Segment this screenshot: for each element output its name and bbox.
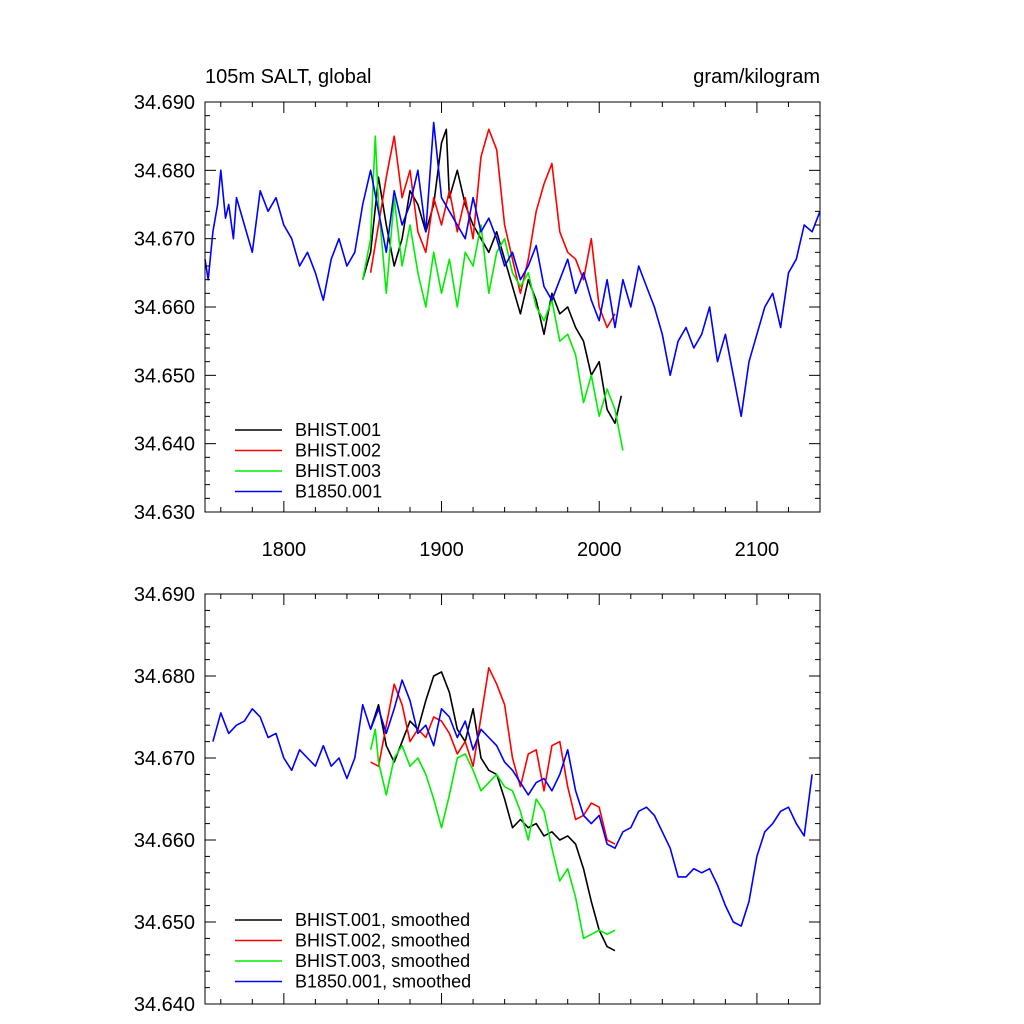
top-y-tick-label: 34.650 [134,365,195,387]
top-x-tick-label: 1900 [419,539,464,561]
top-series-bhist-002 [369,128,616,329]
bot-legend-label: BHIST.001, smoothed [295,910,470,930]
top-series-bhist-001 [361,128,623,425]
bot-legend-label: BHIST.002, smoothed [295,931,470,951]
bot-series-bhist-002-smoothed [370,666,616,845]
bot-legend-label: B1850.001, smoothed [295,972,471,992]
bot-y-tick-label: 34.650 [134,912,195,934]
bot-series-bhist-001-smoothed [369,671,616,952]
bot-y-tick-label: 34.660 [134,830,195,852]
top-x-tick-label: 2000 [577,539,622,561]
top-y-tick-label: 34.690 [134,92,195,114]
chart-title-left: 105m SALT, global [205,66,371,88]
top-legend-label: BHIST.002 [295,441,381,461]
bot-series-bhist-003-smoothed [369,728,616,940]
chart-title-units: gram/kilogram [693,66,820,88]
top-axes: 34.630 34.640 34.650 34.660 34.670 34.680 34.6… [134,92,821,561]
top-x-tick-label: 2100 [735,539,780,561]
bot-series-b1850-001-smoothed [212,679,813,927]
top-chart-panel: 105m SALT, global gram/kilogram 34.63034… [134,66,821,561]
top-y-tick-label: 34.640 [134,434,195,456]
top-legend-label: BHIST.003 [295,461,381,481]
bot-y-tick-label: 34.680 [134,666,195,688]
top-series-group [204,121,821,451]
top-series-b1850-001 [204,121,821,418]
top-legend-label: B1850.001 [295,482,382,502]
top-y-tick-label: 34.670 [134,229,195,251]
bottom-axes: 34.640 34.650 34.660 34.670 34.680 34.690 [134,584,821,1016]
bot-legend-label: BHIST.003, smoothed [295,951,470,971]
top-y-tick-label: 34.680 [134,160,195,182]
bot-y-tick-label: 34.690 [134,584,195,606]
top-legend-label: BHIST.001 [295,420,381,440]
bottom-plot-frame [204,593,821,1005]
top-x-tick-label: 1800 [262,539,307,561]
bot-y-tick-label: 34.670 [134,748,195,770]
top-plot-frame [204,101,821,513]
top-y-tick-label: 34.630 [134,502,195,524]
bottom-series-group [212,666,813,952]
top-series-bhist-003 [361,135,624,451]
bot-y-tick-label: 34.640 [134,994,195,1016]
top-y-tick-label: 34.660 [134,297,195,319]
bottom-chart-panel: 34.640 34.650 34.660 34.670 34.680 34.690 BHI… [134,584,821,1016]
